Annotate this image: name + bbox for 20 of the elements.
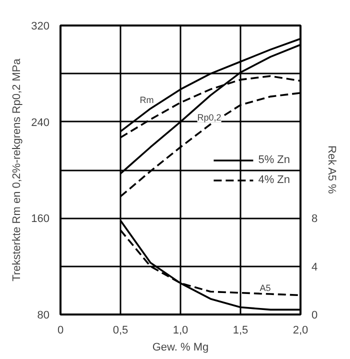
annotation: Rp0,2 <box>197 112 222 122</box>
y-tick-label: 320 <box>31 20 50 32</box>
x-tick-label: 0 <box>57 324 64 336</box>
y-tick-label: 240 <box>31 116 50 129</box>
y-tick-label: 80 <box>37 310 50 322</box>
y2-axis-title: Rek A5 % <box>326 146 338 194</box>
x-tick-label: 2,0 <box>292 324 308 336</box>
x-axis-title: Gew. % Mg <box>152 342 209 354</box>
y2-tick-label: 0 <box>312 310 318 322</box>
y-tick-label: 160 <box>31 213 50 226</box>
x-tick-label: 0,5 <box>112 324 128 336</box>
y2-tick-label: 8 <box>312 213 318 226</box>
legend-label: 5% Zn <box>258 154 290 166</box>
x-tick-label: 1,5 <box>232 324 248 336</box>
annotation: Rm <box>140 94 154 105</box>
annotation: A5 <box>260 282 271 293</box>
x-tick-label: 1,0 <box>172 324 188 336</box>
y2-tick-label: 4 <box>312 261 318 274</box>
y-axis-title: Treksterkte Rm en 0,2%-rekgrens Rp0,2 MPa <box>11 58 24 282</box>
legend-label: 4% Zn <box>258 174 290 186</box>
